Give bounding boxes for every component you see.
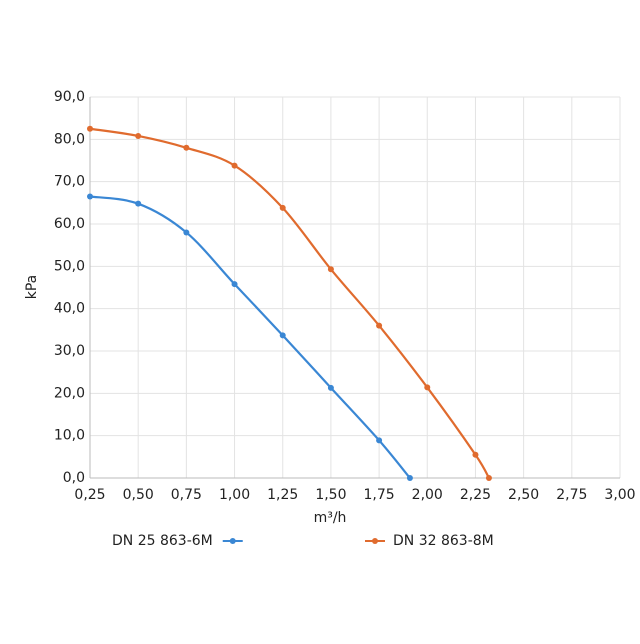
x-tick-label: 1,75 [364,487,395,503]
x-tick-label: 3,00 [604,487,635,503]
data-point [406,475,413,481]
legend-swatch [229,538,236,544]
data-point [279,204,286,211]
legend-label: DN 32 863-8M [393,533,494,549]
y-tick-label: 20,0 [54,385,85,401]
x-tick-label: 0,25 [74,487,105,503]
data-point [424,384,431,391]
x-axis-label: m³/h [314,510,347,526]
data-point [135,200,142,207]
x-tick-label: 0,75 [171,487,202,503]
y-tick-label: 0,0 [63,470,85,486]
x-tick-label: 0,50 [123,487,154,503]
x-tick-label: 2,00 [412,487,443,503]
y-tick-label: 10,0 [54,428,85,444]
data-point [376,437,383,444]
y-tick-label: 90,0 [54,89,85,105]
x-tick-label: 1,25 [267,487,298,503]
data-point [279,332,286,339]
data-point [183,144,190,151]
legend-swatch [372,538,378,544]
data-point [87,125,93,132]
x-tick-label: 1,50 [315,487,346,503]
x-tick-label: 2,75 [556,487,587,503]
data-point [485,475,492,481]
y-tick-label: 80,0 [54,131,85,147]
y-tick-label: 50,0 [54,258,85,274]
series-line [89,127,490,479]
data-point [231,281,238,288]
x-tick-label: 2,25 [460,487,491,503]
data-point [327,266,334,273]
data-point [472,451,479,458]
series-line [89,195,411,479]
x-tick-label: 1,00 [219,487,250,503]
data-point [87,193,93,200]
y-tick-label: 60,0 [54,216,85,232]
data-point [327,384,334,391]
legend-label: DN 25 863-6M [112,533,213,549]
y-tick-label: 70,0 [54,174,85,190]
y-tick-label: 30,0 [54,343,85,359]
data-point [183,229,190,236]
x-tick-label: 2,50 [508,487,539,503]
y-tick-label: 40,0 [54,301,85,317]
data-point [376,322,383,329]
data-point [231,162,238,169]
data-point [135,132,142,139]
y-axis-label: kPa [24,275,40,300]
